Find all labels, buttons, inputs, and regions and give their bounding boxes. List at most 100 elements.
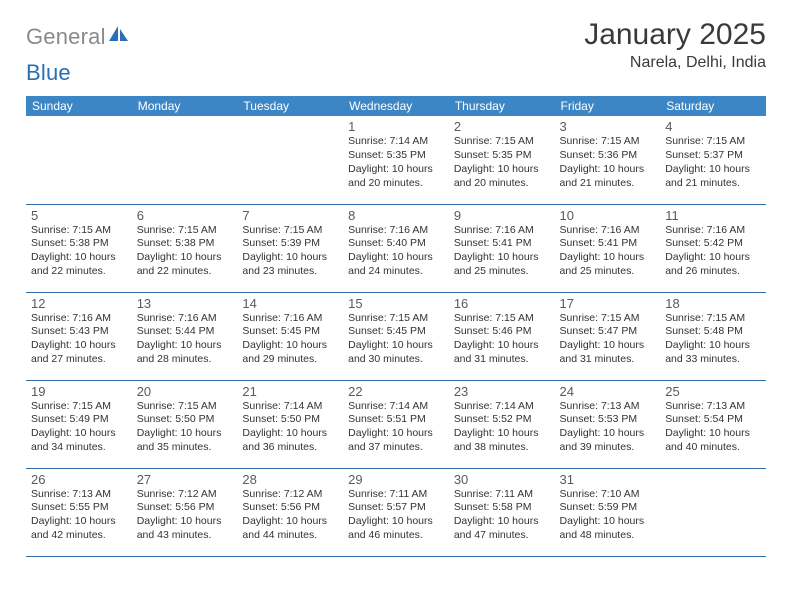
calendar-day-cell: 5Sunrise: 7:15 AMSunset: 5:38 PMDaylight…: [26, 204, 132, 292]
day-number: 9: [454, 208, 550, 223]
calendar-empty-cell: [132, 116, 238, 204]
logo-sail-icon: [109, 26, 129, 47]
day-info: Sunrise: 7:16 AMSunset: 5:42 PMDaylight:…: [665, 224, 761, 279]
calendar-day-cell: 22Sunrise: 7:14 AMSunset: 5:51 PMDayligh…: [343, 380, 449, 468]
calendar-day-cell: 29Sunrise: 7:11 AMSunset: 5:57 PMDayligh…: [343, 468, 449, 556]
day-header: Thursday: [449, 96, 555, 116]
day-header: Friday: [555, 96, 661, 116]
calendar-day-cell: 9Sunrise: 7:16 AMSunset: 5:41 PMDaylight…: [449, 204, 555, 292]
day-number: 30: [454, 472, 550, 487]
day-info: Sunrise: 7:15 AMSunset: 5:48 PMDaylight:…: [665, 312, 761, 367]
calendar-week-row: 1Sunrise: 7:14 AMSunset: 5:35 PMDaylight…: [26, 116, 766, 204]
day-info: Sunrise: 7:11 AMSunset: 5:57 PMDaylight:…: [348, 488, 444, 543]
day-number: 24: [560, 384, 656, 399]
day-info: Sunrise: 7:15 AMSunset: 5:46 PMDaylight:…: [454, 312, 550, 367]
day-info: Sunrise: 7:15 AMSunset: 5:39 PMDaylight:…: [242, 224, 338, 279]
calendar-day-cell: 16Sunrise: 7:15 AMSunset: 5:46 PMDayligh…: [449, 292, 555, 380]
calendar-week-row: 19Sunrise: 7:15 AMSunset: 5:49 PMDayligh…: [26, 380, 766, 468]
calendar-day-cell: 26Sunrise: 7:13 AMSunset: 5:55 PMDayligh…: [26, 468, 132, 556]
day-number: 31: [560, 472, 656, 487]
calendar-day-cell: 2Sunrise: 7:15 AMSunset: 5:35 PMDaylight…: [449, 116, 555, 204]
logo-text-blue: Blue: [26, 60, 71, 86]
day-info: Sunrise: 7:14 AMSunset: 5:51 PMDaylight:…: [348, 400, 444, 455]
day-info: Sunrise: 7:13 AMSunset: 5:55 PMDaylight:…: [31, 488, 127, 543]
day-number: 19: [31, 384, 127, 399]
day-info: Sunrise: 7:16 AMSunset: 5:40 PMDaylight:…: [348, 224, 444, 279]
day-info: Sunrise: 7:15 AMSunset: 5:37 PMDaylight:…: [665, 135, 761, 190]
day-number: 13: [137, 296, 233, 311]
day-number: 15: [348, 296, 444, 311]
calendar-week-row: 5 Sunrise: 7:15 AMSunset: 5:38 PMDaylight…: [26, 204, 766, 292]
day-info: Sunrise: 7:11 AMSunset: 5:58 PMDaylight:…: [454, 488, 550, 543]
day-number: 7: [242, 208, 338, 223]
calendar-day-cell: 14Sunrise: 7:16 AMSunset: 5:45 PMDayligh…: [237, 292, 343, 380]
calendar-day-cell: 8Sunrise: 7:16 AMSunset: 5:40 PMDaylight…: [343, 204, 449, 292]
day-number: 29: [348, 472, 444, 487]
calendar-day-cell: 6Sunrise: 7:15 AMSunset: 5:38 PMDaylight…: [132, 204, 238, 292]
calendar-day-cell: 21Sunrise: 7:14 AMSunset: 5:50 PMDayligh…: [237, 380, 343, 468]
day-number: 25: [665, 384, 761, 399]
calendar-day-cell: 3Sunrise: 7:15 AMSunset: 5:36 PMDaylight…: [555, 116, 661, 204]
calendar-day-cell: 30Sunrise: 7:11 AMSunset: 5:58 PMDayligh…: [449, 468, 555, 556]
day-header: Monday: [132, 96, 238, 116]
day-header: Wednesday: [343, 96, 449, 116]
calendar-day-cell: 18Sunrise: 7:15 AMSunset: 5:48 PMDayligh…: [660, 292, 766, 380]
day-info: Sunrise: 7:15 AMSunset: 5:38 PMDaylight:…: [137, 224, 233, 279]
day-info: Sunrise: 7:16 AMSunset: 5:41 PMDaylight:…: [560, 224, 656, 279]
calendar-empty-cell: [237, 116, 343, 204]
day-number: 27: [137, 472, 233, 487]
logo-text-gray: General: [26, 24, 106, 50]
day-number: 20: [137, 384, 233, 399]
day-number: 4: [665, 119, 761, 134]
calendar-week-row: 26Sunrise: 7:13 AMSunset: 5:55 PMDayligh…: [26, 468, 766, 556]
day-info: Sunrise: 7:12 AMSunset: 5:56 PMDaylight:…: [137, 488, 233, 543]
calendar-day-cell: 24Sunrise: 7:13 AMSunset: 5:53 PMDayligh…: [555, 380, 661, 468]
day-number: 8: [348, 208, 444, 223]
day-info: Sunrise: 7:15 AMSunset: 5:47 PMDaylight:…: [560, 312, 656, 367]
day-info: Sunrise: 7:16 AMSunset: 5:41 PMDaylight:…: [454, 224, 550, 279]
day-number: 14: [242, 296, 338, 311]
calendar-head: SundayMondayTuesdayWednesdayThursdayFrid…: [26, 96, 766, 116]
day-number: 5: [31, 208, 127, 223]
brand-logo: General: [26, 18, 131, 50]
day-number: 3: [560, 119, 656, 134]
day-number: 6: [137, 208, 233, 223]
day-number: 2: [454, 119, 550, 134]
calendar-day-cell: 25Sunrise: 7:13 AMSunset: 5:54 PMDayligh…: [660, 380, 766, 468]
day-info: Sunrise: 7:15 AMSunset: 5:35 PMDaylight:…: [454, 135, 550, 190]
day-info: Sunrise: 7:13 AMSunset: 5:53 PMDaylight:…: [560, 400, 656, 455]
calendar-day-cell: 11Sunrise: 7:16 AMSunset: 5:42 PMDayligh…: [660, 204, 766, 292]
day-number: 18: [665, 296, 761, 311]
calendar-body: 1Sunrise: 7:14 AMSunset: 5:35 PMDaylight…: [26, 116, 766, 556]
day-number: 22: [348, 384, 444, 399]
calendar-day-cell: 4Sunrise: 7:15 AMSunset: 5:37 PMDaylight…: [660, 116, 766, 204]
day-number: 21: [242, 384, 338, 399]
location-subtitle: Narela, Delhi, India: [584, 54, 766, 72]
day-number: 1: [348, 119, 444, 134]
day-info: Sunrise: 7:14 AMSunset: 5:35 PMDaylight:…: [348, 135, 444, 190]
day-number: 11: [665, 208, 761, 223]
calendar-day-cell: 13Sunrise: 7:16 AMSunset: 5:44 PMDayligh…: [132, 292, 238, 380]
day-info: Sunrise: 7:16 AMSunset: 5:43 PMDaylight:…: [31, 312, 127, 367]
day-header-row: SundayMondayTuesdayWednesdayThursdayFrid…: [26, 96, 766, 116]
calendar-page: General January 2025 Narela, Delhi, Indi…: [0, 0, 792, 567]
calendar-day-cell: 27Sunrise: 7:12 AMSunset: 5:56 PMDayligh…: [132, 468, 238, 556]
calendar-empty-cell: [660, 468, 766, 556]
day-number: 16: [454, 296, 550, 311]
day-number: 17: [560, 296, 656, 311]
day-info: Sunrise: 7:16 AMSunset: 5:44 PMDaylight:…: [137, 312, 233, 367]
day-info: Sunrise: 7:16 AMSunset: 5:45 PMDaylight:…: [242, 312, 338, 367]
calendar-day-cell: 28Sunrise: 7:12 AMSunset: 5:56 PMDayligh…: [237, 468, 343, 556]
calendar-day-cell: 7Sunrise: 7:15 AMSunset: 5:39 PMDaylight…: [237, 204, 343, 292]
calendar-day-cell: 12Sunrise: 7:16 AMSunset: 5:43 PMDayligh…: [26, 292, 132, 380]
month-title: January 2025: [584, 18, 766, 52]
day-number: 10: [560, 208, 656, 223]
day-number: 12: [31, 296, 127, 311]
day-header: Saturday: [660, 96, 766, 116]
calendar-day-cell: 1Sunrise: 7:14 AMSunset: 5:35 PMDaylight…: [343, 116, 449, 204]
day-header: Tuesday: [237, 96, 343, 116]
day-info: Sunrise: 7:10 AMSunset: 5:59 PMDaylight:…: [560, 488, 656, 543]
day-info: Sunrise: 7:15 AMSunset: 5:49 PMDaylight:…: [31, 400, 127, 455]
day-header: Sunday: [26, 96, 132, 116]
calendar-day-cell: 31Sunrise: 7:10 AMSunset: 5:59 PMDayligh…: [555, 468, 661, 556]
